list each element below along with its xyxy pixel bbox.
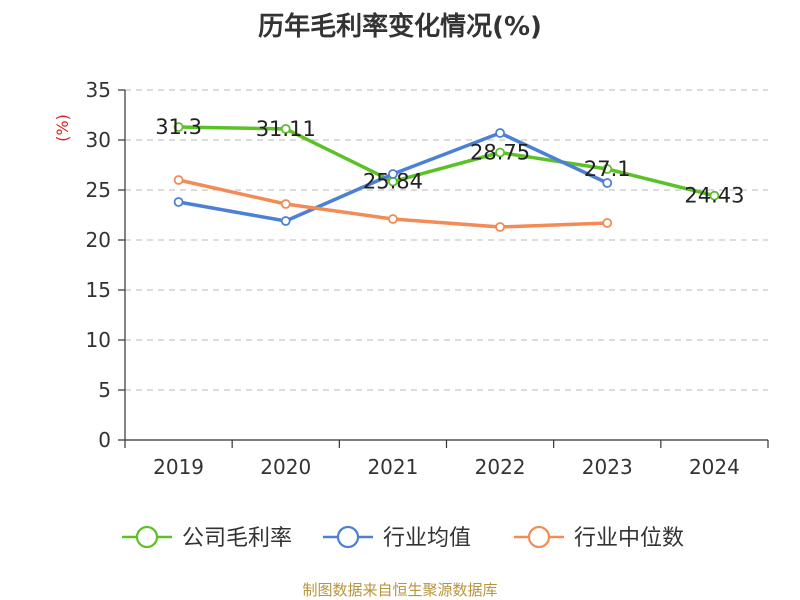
data-label-2019: 31.3 (155, 115, 202, 139)
series-1-point-2023 (602, 178, 613, 188)
series-0-point-2024 (709, 190, 720, 201)
y-tick-label-35: 35 (86, 78, 111, 102)
axes (118, 89, 769, 448)
x-tick-label-2021: 2021 (367, 455, 418, 479)
series-1-point-2019 (173, 197, 184, 207)
series-line-0 (178, 125, 715, 198)
data-label-2020: 31.11 (256, 117, 316, 141)
series-group (173, 122, 720, 232)
series-2-point-2022 (495, 222, 505, 232)
y-tick-label-5: 5 (98, 378, 111, 402)
y-tick-label-15: 15 (86, 278, 111, 302)
series-0-point-2023 (602, 164, 613, 174)
series-0-point-2022 (495, 147, 505, 158)
series-1-point-2022 (495, 128, 505, 138)
y-tick-label-0: 0 (98, 428, 111, 452)
legend-swatch-marker-1 (336, 525, 360, 549)
y-tick-labels: 0 5 10 15 20 25 30 35 (86, 78, 111, 452)
y-tick-label-20: 20 (86, 228, 111, 252)
legend-label-0: 公司毛利率 (182, 526, 292, 551)
x-tick-label-2022: 2022 (475, 455, 526, 479)
legend-item-2: 行业中位数 (514, 525, 684, 551)
x-tick-label-2020: 2020 (260, 455, 311, 479)
series-2-point-2023 (602, 218, 613, 228)
grid-lines (125, 89, 768, 391)
x-tick-label-2019: 2019 (153, 455, 204, 479)
legend: 公司毛利率 行业均值 行业中位数 (122, 525, 684, 551)
series-1-point-2021 (388, 169, 398, 179)
data-label-2022: 28.75 (470, 141, 530, 165)
legend-swatch-marker-0 (135, 525, 159, 549)
legend-swatch-marker-2 (527, 525, 551, 549)
x-tick-labels: 2019 2020 2021 2022 2023 2024 (153, 455, 740, 479)
series-2-point-2020 (280, 199, 291, 209)
legend-label-2: 行业中位数 (574, 526, 684, 551)
data-labels: 31.3 31.11 25.84 28.75 27.1 24.43 (155, 115, 744, 208)
legend-item-0: 公司毛利率 (122, 525, 292, 551)
y-tick-label-30: 30 (86, 128, 111, 152)
data-label-2023: 27.1 (584, 157, 631, 181)
data-source: 制图数据来自恒生聚源数据库 (302, 581, 498, 599)
series-2-point-2019 (173, 175, 184, 185)
legend-item-1: 行业均值 (323, 525, 471, 551)
data-label-2024: 24.43 (684, 184, 744, 208)
series-1-point-2020 (280, 216, 291, 226)
legend-label-1: 行业均值 (383, 526, 471, 551)
x-tick-label-2024: 2024 (689, 455, 740, 479)
series-0-point-2019 (173, 122, 184, 132)
data-label-2021: 25.84 (363, 170, 423, 194)
chart-title: 历年毛利率变化情况(%) (258, 12, 542, 42)
y-tick-label-10: 10 (86, 328, 111, 352)
y-unit-label: (%) (53, 114, 72, 142)
y-tick-label-25: 25 (86, 178, 111, 202)
series-0-point-2020 (280, 123, 291, 134)
x-tick-label-2023: 2023 (582, 455, 633, 479)
series-2-point-2021 (388, 214, 398, 224)
